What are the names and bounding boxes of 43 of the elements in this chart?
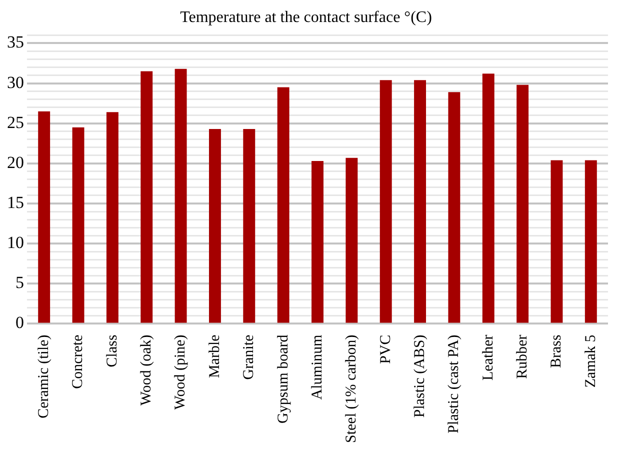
bar [38,111,50,323]
x-tick-label: Steel (1% carbon) [344,334,360,444]
x-tick-label: Wood (oak) [138,334,155,406]
bar [277,87,290,323]
x-tick-label: Class [104,334,120,368]
bar [243,128,256,323]
y-tick-label: 35 [7,32,24,52]
y-tick-label: 20 [7,152,24,172]
bar [550,160,563,323]
y-tick-label: 25 [7,112,24,132]
bar [208,128,221,323]
y-tick-label: 0 [16,313,24,332]
x-tick-label: Gypsum board [275,334,292,424]
x-tick-label: Rubber [514,334,530,379]
x-tick-label: Wood (pine) [172,334,189,410]
x-tick-label: Concrete [70,334,86,389]
y-tick-label: 5 [16,273,24,292]
x-tick-label: Granite [241,334,258,380]
bar [380,80,392,323]
y-tick-label: 10 [7,233,24,252]
y-tick-label: 15 [7,192,24,212]
x-tick-label: Plastic (ABS) [412,334,428,418]
x-tick-label: PVC [378,334,394,364]
bar [482,74,494,323]
x-tick-label: Zamak 5 [582,334,599,388]
x-tick-label: Leather [480,334,496,381]
bar [106,112,118,323]
chart-title: Temperature at the contact surface °(C) [180,8,432,26]
bar [72,127,84,323]
x-tick-label: Ceramic (tile) [36,334,52,418]
bar [448,92,460,323]
x-tick-label: Brass [548,334,565,368]
x-tick-label: Aluminum [309,334,326,400]
x-tick-label: Plastic (cast PA) [446,334,462,434]
bar [346,158,358,323]
bar [174,68,187,323]
x-tick-label: Marble [206,334,223,378]
bar [312,161,324,323]
y-tick-label: 30 [7,72,24,92]
bar [140,71,153,323]
bar [584,160,597,323]
bar [516,84,529,323]
bar [414,80,426,323]
